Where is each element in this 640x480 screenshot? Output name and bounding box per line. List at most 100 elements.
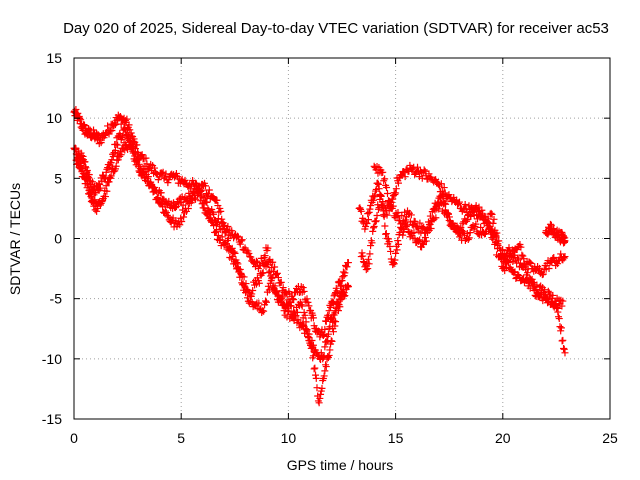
data-point <box>187 199 195 207</box>
data-point <box>489 219 497 227</box>
data-point <box>255 279 263 287</box>
data-point <box>411 218 419 226</box>
data-point <box>315 399 323 407</box>
data-point <box>103 187 111 195</box>
data-point <box>399 231 407 239</box>
data-point <box>394 208 402 216</box>
data-point <box>499 246 507 254</box>
data-point <box>320 372 328 380</box>
data-point <box>520 255 528 263</box>
data-point <box>85 171 93 179</box>
data-point <box>213 196 221 204</box>
data-point <box>401 173 409 181</box>
data-point <box>107 159 115 167</box>
data-point <box>307 344 315 352</box>
data-point <box>427 217 435 225</box>
data-point <box>123 144 131 152</box>
data-point <box>184 204 192 212</box>
data-point <box>403 221 411 229</box>
data-point <box>344 259 352 267</box>
data-point <box>200 204 208 212</box>
data-point <box>339 290 347 298</box>
data-point <box>545 265 553 273</box>
data-point <box>114 141 122 149</box>
data-point <box>332 318 340 326</box>
data-point <box>455 198 463 206</box>
data-point <box>344 283 352 291</box>
x-axis-ticks: 0 5 10 15 20 25 <box>70 58 618 446</box>
data-point <box>557 324 565 332</box>
data-point <box>392 185 400 193</box>
data-point <box>264 244 272 252</box>
data-point <box>391 256 399 264</box>
data-point <box>317 390 325 398</box>
data-point <box>181 176 189 184</box>
data-point <box>170 199 178 207</box>
data-point <box>330 317 338 325</box>
data-point <box>109 153 117 161</box>
grid-lines <box>74 58 610 419</box>
y-tick-label: 5 <box>54 170 62 186</box>
data-point <box>144 173 152 181</box>
data-point <box>146 179 154 187</box>
data-point <box>491 230 499 238</box>
data-point <box>216 204 224 212</box>
data-point <box>209 218 217 226</box>
data-point <box>233 259 241 267</box>
data-point <box>114 156 122 164</box>
data-point <box>218 215 226 223</box>
data-point <box>308 343 316 351</box>
data-point <box>317 349 325 357</box>
data-point <box>478 206 486 214</box>
data-point <box>368 239 376 247</box>
data-point <box>393 213 401 221</box>
data-point <box>242 286 250 294</box>
data-point <box>279 293 287 301</box>
data-point <box>262 297 270 305</box>
data-point <box>180 213 188 221</box>
data-point <box>197 187 205 195</box>
data-point <box>560 254 568 262</box>
data-point <box>164 179 172 187</box>
data-point <box>224 235 232 242</box>
data-point <box>105 130 113 138</box>
data-point <box>134 156 142 164</box>
data-point <box>159 203 167 211</box>
data-point <box>158 200 166 208</box>
data-point <box>389 202 397 210</box>
data-point <box>362 222 370 230</box>
data-point <box>105 178 113 186</box>
data-point <box>108 126 116 134</box>
data-point <box>384 197 392 205</box>
data-point <box>139 168 147 176</box>
data-point <box>125 121 133 129</box>
data-point <box>420 166 428 174</box>
y-axis-ticks: 15 10 5 0 -5 -10 -15 <box>42 50 610 427</box>
data-point <box>386 243 394 251</box>
data-point <box>529 281 537 289</box>
data-point <box>228 227 236 235</box>
data-point <box>138 151 146 159</box>
data-point <box>331 322 339 330</box>
data-point <box>287 302 295 310</box>
data-point <box>384 190 391 198</box>
data-point <box>546 220 554 228</box>
data-point <box>151 164 159 172</box>
data-point <box>123 130 131 138</box>
data-point <box>559 336 567 344</box>
data-point <box>304 298 312 306</box>
data-point <box>357 207 365 215</box>
data-point <box>555 313 563 321</box>
data-point <box>494 242 502 250</box>
data-point <box>268 273 276 281</box>
data-point <box>507 253 515 261</box>
data-point <box>233 232 241 240</box>
data-point <box>377 192 385 200</box>
data-point <box>95 133 103 141</box>
data-point <box>385 238 393 246</box>
data-point <box>304 334 312 342</box>
data-point <box>376 195 384 203</box>
data-point <box>234 233 242 241</box>
data-point <box>129 144 137 152</box>
data-point <box>278 294 286 302</box>
